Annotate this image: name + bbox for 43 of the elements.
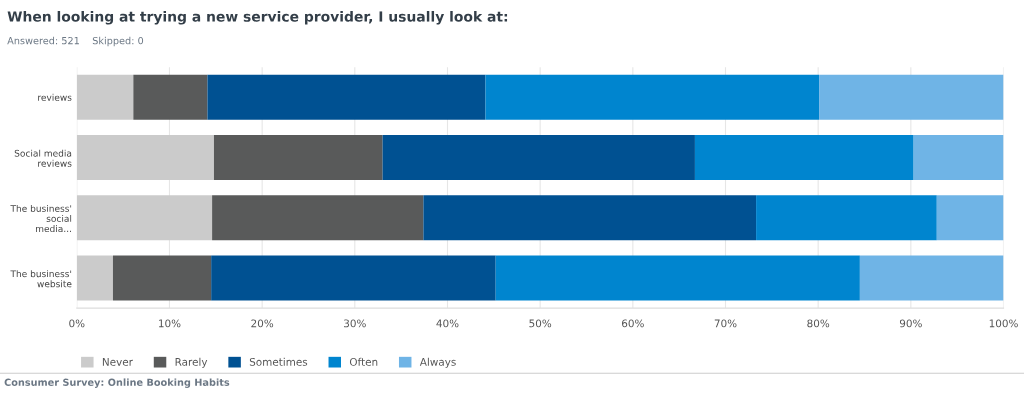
bar: [485, 74, 820, 120]
x-tick-label: 100%: [989, 319, 1018, 328]
y-tick-label: Social media reviews: [14, 149, 72, 167]
x-tick-label: 10%: [159, 319, 181, 328]
bar: [819, 74, 1004, 120]
legend-label: Rarely: [175, 357, 208, 368]
bar: [423, 195, 757, 241]
bar: [76, 255, 113, 301]
bar: [936, 195, 1004, 241]
legend-label: Sometimes: [249, 357, 308, 366]
x-tick-label: 40%: [436, 319, 459, 328]
legend-label: Often: [349, 357, 378, 366]
legend-label: Always: [419, 357, 456, 368]
x-tick-label: 60%: [621, 319, 644, 328]
bar: [913, 134, 1004, 181]
bar: [756, 195, 937, 241]
bar: [495, 255, 860, 301]
text: Consumer Survey: Online Booking Habits: [4, 378, 230, 388]
chart-title: When looking at trying a new service provider, I usually look at:: [7, 11, 508, 25]
legend-label: Never: [102, 358, 133, 366]
bar: [213, 134, 383, 181]
x-tick-label: 90%: [899, 319, 922, 328]
bar: [76, 134, 214, 181]
bar: [211, 255, 496, 301]
y-tick-label: reviews: [38, 93, 72, 101]
bar: [382, 134, 695, 181]
bar: [133, 74, 208, 120]
y-tick-label: The business' website: [10, 270, 72, 288]
bar: [76, 74, 134, 120]
bar: [207, 74, 486, 120]
bar: [76, 195, 213, 241]
chart-subtitle: Answered: 521 Skipped: 0: [7, 36, 144, 47]
bar: [859, 255, 1004, 301]
x-tick-label: 80%: [807, 319, 830, 328]
x-tick-label: 30%: [344, 319, 366, 328]
bar: [694, 134, 914, 181]
x-tick-label: 0%: [69, 319, 85, 328]
x-tick-label: 50%: [529, 319, 552, 328]
bar: [112, 255, 212, 301]
x-tick-label: 70%: [714, 319, 737, 328]
bar: [212, 195, 424, 241]
x-tick-label: 20%: [251, 319, 274, 328]
y-tick-label: The business' social media...: [10, 204, 72, 233]
